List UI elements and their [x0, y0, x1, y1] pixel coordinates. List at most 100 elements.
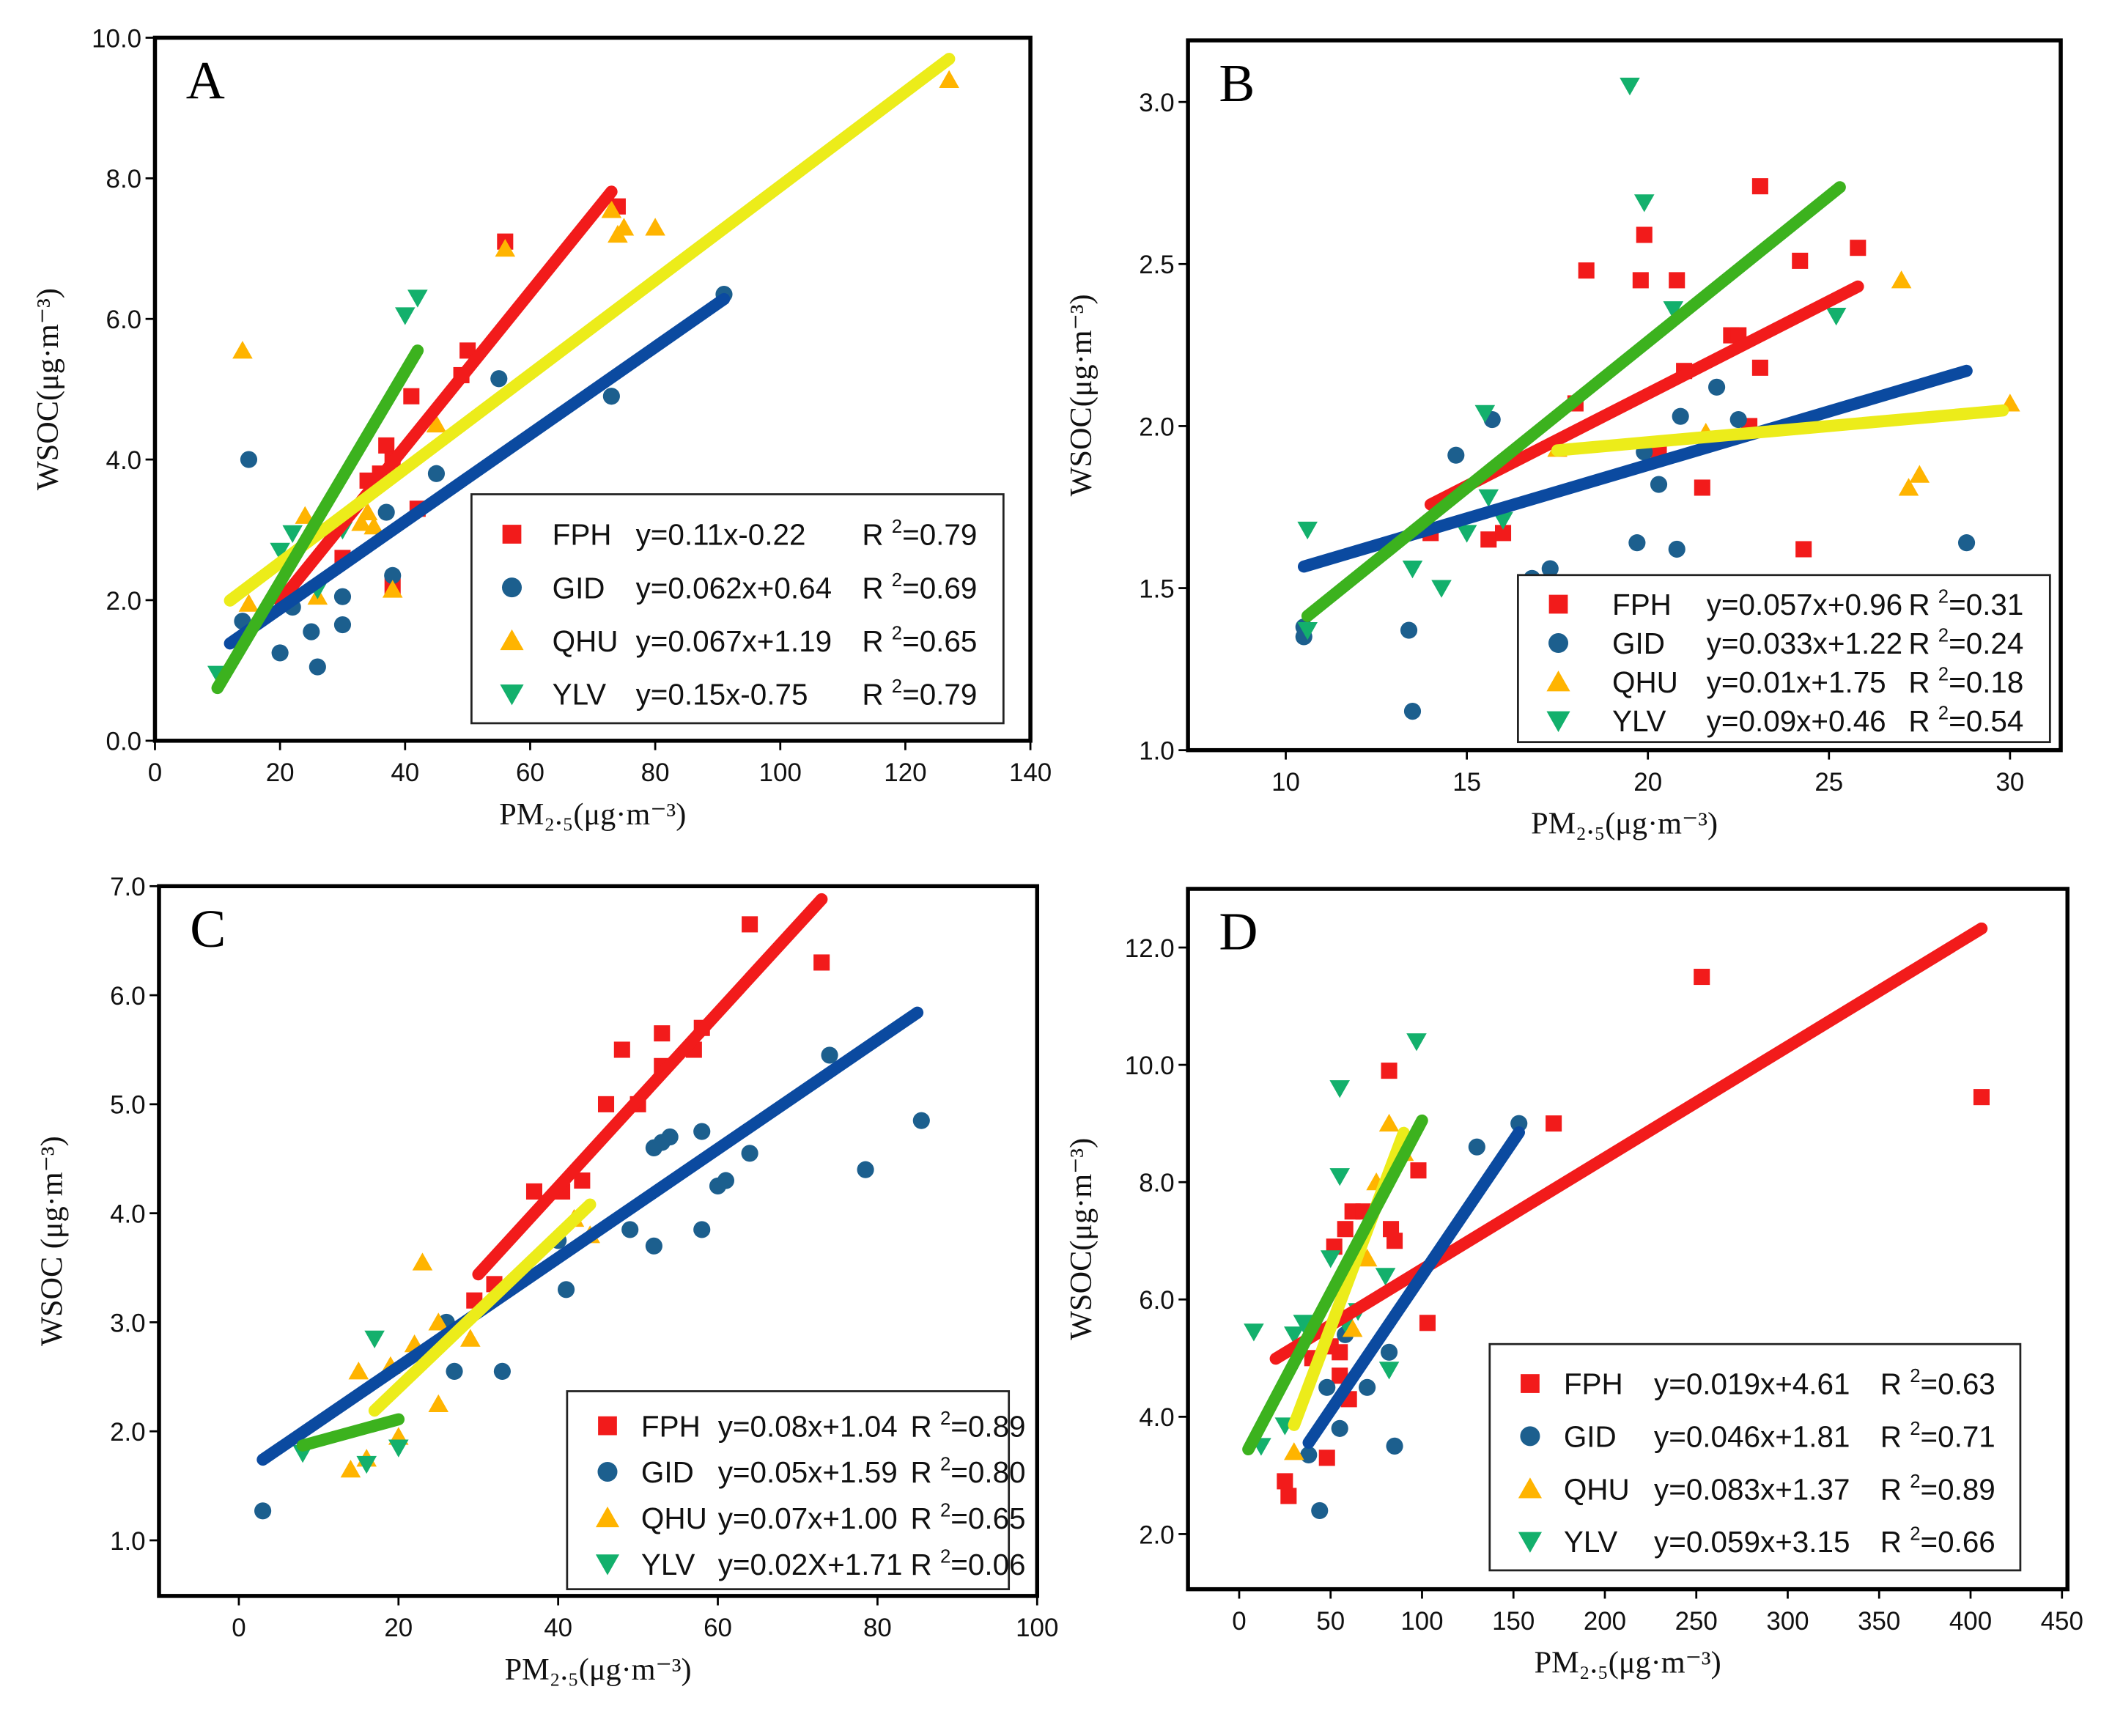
legend-box — [1488, 1342, 2022, 1572]
legend-series-name: QHU — [553, 624, 619, 658]
panel-letter: A — [186, 50, 225, 110]
legend-entry: GID y=0.062x+0.64 R 2=0.69 — [501, 570, 977, 605]
legend-series-name: FPH — [1612, 588, 1672, 621]
ylv-point — [395, 307, 416, 325]
y-tick-label: 6.0 — [1139, 1286, 1175, 1315]
legend-series-name: GID — [1612, 627, 1665, 660]
qhu-point — [340, 1460, 361, 1478]
y-tick-label: 2.0 — [1139, 1521, 1175, 1549]
gid-point — [427, 465, 446, 482]
fph-point — [1337, 1221, 1354, 1238]
r-squared-equals: = — [1921, 1472, 1938, 1506]
fph-point — [1381, 1063, 1397, 1079]
y-axis-title: WSOC(μg·m⁻³) — [31, 288, 65, 490]
x-tick-label: 30 — [1995, 768, 2024, 797]
x-tick-label: 25 — [1814, 768, 1843, 797]
legend-series-name: FPH — [553, 518, 612, 552]
panel-c: 0 20 40 60 80 100 1.0 2.0 3.0 4.0 5.0 6.0 7.0 PM₂.₅(μ… — [35, 873, 1059, 1687]
gid-point — [309, 658, 326, 676]
ylv-point — [1825, 308, 1847, 326]
ylv-point — [356, 1455, 377, 1474]
gid-point — [821, 1046, 838, 1064]
fph-point — [459, 342, 476, 359]
y-tick-label: 0.0 — [106, 728, 142, 756]
x-tick-label: 120 — [884, 758, 926, 787]
qhu-point — [363, 516, 384, 535]
gid-point — [1510, 1115, 1528, 1132]
x-tick-label: 10 — [1271, 768, 1300, 797]
legend-marker-gid — [501, 577, 523, 598]
ylv-point — [364, 1330, 385, 1348]
legend-equation: y=0.033x+1.22 — [1707, 627, 1902, 660]
legend-marker-fph — [598, 1416, 617, 1436]
qhu-point — [412, 1252, 433, 1271]
gid-point — [602, 388, 620, 405]
ylv-point — [282, 525, 303, 544]
legend-entry: QHU y=0.067x+1.19 R 2=0.65 — [500, 623, 977, 658]
r-squared-superscript: 2 — [892, 570, 902, 591]
legend-equation: y=0.09x+0.46 — [1707, 704, 1886, 738]
legend-entry: QHU y=0.083x+1.37 R 2=0.89 — [1518, 1471, 1995, 1506]
ylv-fit-line — [296, 1413, 405, 1452]
r-squared-prefix: R — [862, 571, 891, 605]
plot-frame — [157, 884, 1040, 1598]
fph-point — [1751, 359, 1768, 376]
panel-a: 0 20 40 60 80 100 120 140 0.0 2.0 4.0 6.0 8.0 10.0 PM₂… — [31, 24, 1052, 831]
fph-point — [574, 1172, 591, 1189]
legend-equation: y=0.046x+1.81 — [1654, 1420, 1850, 1454]
y-axis-title: WSOC(μg·m⁻³) — [1064, 294, 1099, 496]
x-tick-label: 15 — [1452, 768, 1481, 797]
x-axis-title: PM₂.₅(μg·m⁻³) — [505, 1652, 692, 1687]
gid-point — [1318, 1378, 1336, 1396]
legend-r-squared: R 2=0.79 — [862, 676, 977, 712]
r-squared-equals: = — [950, 1502, 968, 1535]
legend-series-name: GID — [1564, 1420, 1617, 1454]
qhu-point — [428, 1312, 449, 1331]
qhu-point — [939, 70, 959, 89]
fph-fit-line — [472, 893, 828, 1281]
gid-point — [240, 451, 258, 468]
legend-entry: FPH y=0.057x+0.96 R 2=0.31 — [1548, 587, 2023, 621]
gid-fit-line — [1302, 1126, 1525, 1449]
fph-point — [1578, 262, 1595, 279]
qhu-point — [1284, 1442, 1304, 1460]
qhu-point — [1891, 270, 1912, 289]
r-squared-number: 0.54 — [1966, 704, 2024, 738]
legend-entry: FPH y=0.08x+1.04 R 2=0.89 — [598, 1408, 1026, 1443]
legend-equation: y=0.08x+1.04 — [718, 1409, 898, 1443]
fph-point — [525, 1183, 543, 1200]
legend-series-name: YLV — [1612, 704, 1666, 738]
fph-point — [1792, 252, 1809, 269]
fph-point — [1419, 1315, 1436, 1331]
x-tick-label: 200 — [1584, 1607, 1626, 1636]
ylv-point — [1293, 1315, 1314, 1333]
gid-point — [1359, 1378, 1376, 1396]
gid-point — [1628, 534, 1646, 552]
y-axis-title: WSOC (μg·m⁻³) — [35, 1136, 70, 1346]
legend-marker-gid — [597, 1461, 618, 1482]
gid-point — [857, 1161, 874, 1178]
legend-marker-ylv — [595, 1554, 620, 1576]
fph-point — [613, 1041, 630, 1058]
qhu-point — [357, 502, 378, 521]
fph-point — [1636, 226, 1653, 243]
y-tick-label: 2.0 — [106, 587, 142, 616]
legend-r-squared: R 2=0.79 — [862, 517, 977, 552]
legend-marker-qhu — [500, 629, 524, 651]
r-squared-superscript: 2 — [892, 676, 902, 697]
ylv-point — [1297, 622, 1318, 640]
qhu-fit-line — [224, 53, 956, 607]
gid-point — [1447, 446, 1465, 464]
r-squared-prefix: R — [911, 1409, 940, 1443]
r-squared-equals: = — [950, 1409, 968, 1443]
r-squared-number: 0.71 — [1938, 1420, 1995, 1454]
legend-r-squared: R 2=0.65 — [862, 623, 977, 658]
legend-equation: y=0.062x+0.64 — [636, 571, 832, 605]
r-squared-prefix: R — [911, 1548, 940, 1581]
gid-point — [1386, 1437, 1403, 1455]
gid-point — [490, 370, 508, 388]
ylv-fit-line — [1242, 1114, 1428, 1456]
gid-point — [1708, 378, 1726, 396]
qhu-point — [601, 200, 622, 218]
